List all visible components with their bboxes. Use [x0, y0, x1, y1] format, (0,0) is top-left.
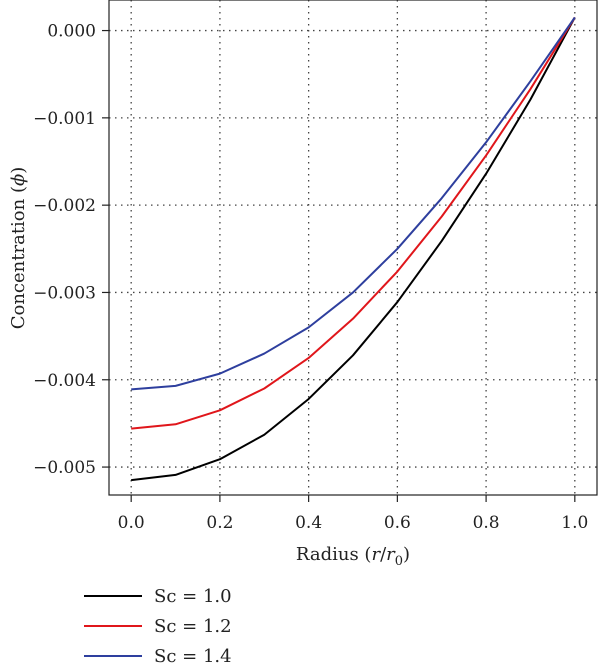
x-tick-label: 1.0	[561, 513, 588, 533]
series-line-1	[131, 16, 576, 482]
y-tick-label: −0.003	[33, 283, 96, 303]
x-tick-label: 0.8	[473, 513, 500, 533]
x-axis-label: Radius (r/r0)	[296, 544, 410, 569]
x-tick-label: 0.0	[118, 513, 145, 533]
series-lines	[131, 16, 576, 482]
legend-label: Sc = 1.4	[154, 646, 232, 667]
grid-lines	[109, 0, 597, 495]
legend-label: Sc = 1.2	[154, 616, 232, 637]
legend: Sc = 1.0 Sc = 1.2 Sc = 1.4	[84, 586, 232, 667]
legend-label: Sc = 1.0	[154, 586, 232, 607]
y-tick-label: −0.001	[33, 109, 96, 129]
y-axis: 0.000 −0.001 −0.002 −0.003 −0.004 −0.005	[33, 22, 109, 478]
series-line-2	[131, 16, 576, 430]
y-tick-label: −0.005	[33, 458, 96, 478]
x-tick-label: 0.6	[384, 513, 411, 533]
plot-frame	[108, 0, 598, 496]
y-tick-label: −0.002	[33, 196, 96, 216]
y-tick-label: −0.004	[33, 371, 96, 391]
y-tick-label: 0.000	[47, 22, 96, 42]
x-tick-label: 0.4	[295, 513, 322, 533]
x-axis: 0.0 0.2 0.4 0.6 0.8 1.0	[118, 495, 588, 533]
y-axis-label: Concentration (ϕ)	[8, 167, 29, 330]
series-line-3	[131, 16, 576, 391]
x-tick-label: 0.2	[206, 513, 233, 533]
